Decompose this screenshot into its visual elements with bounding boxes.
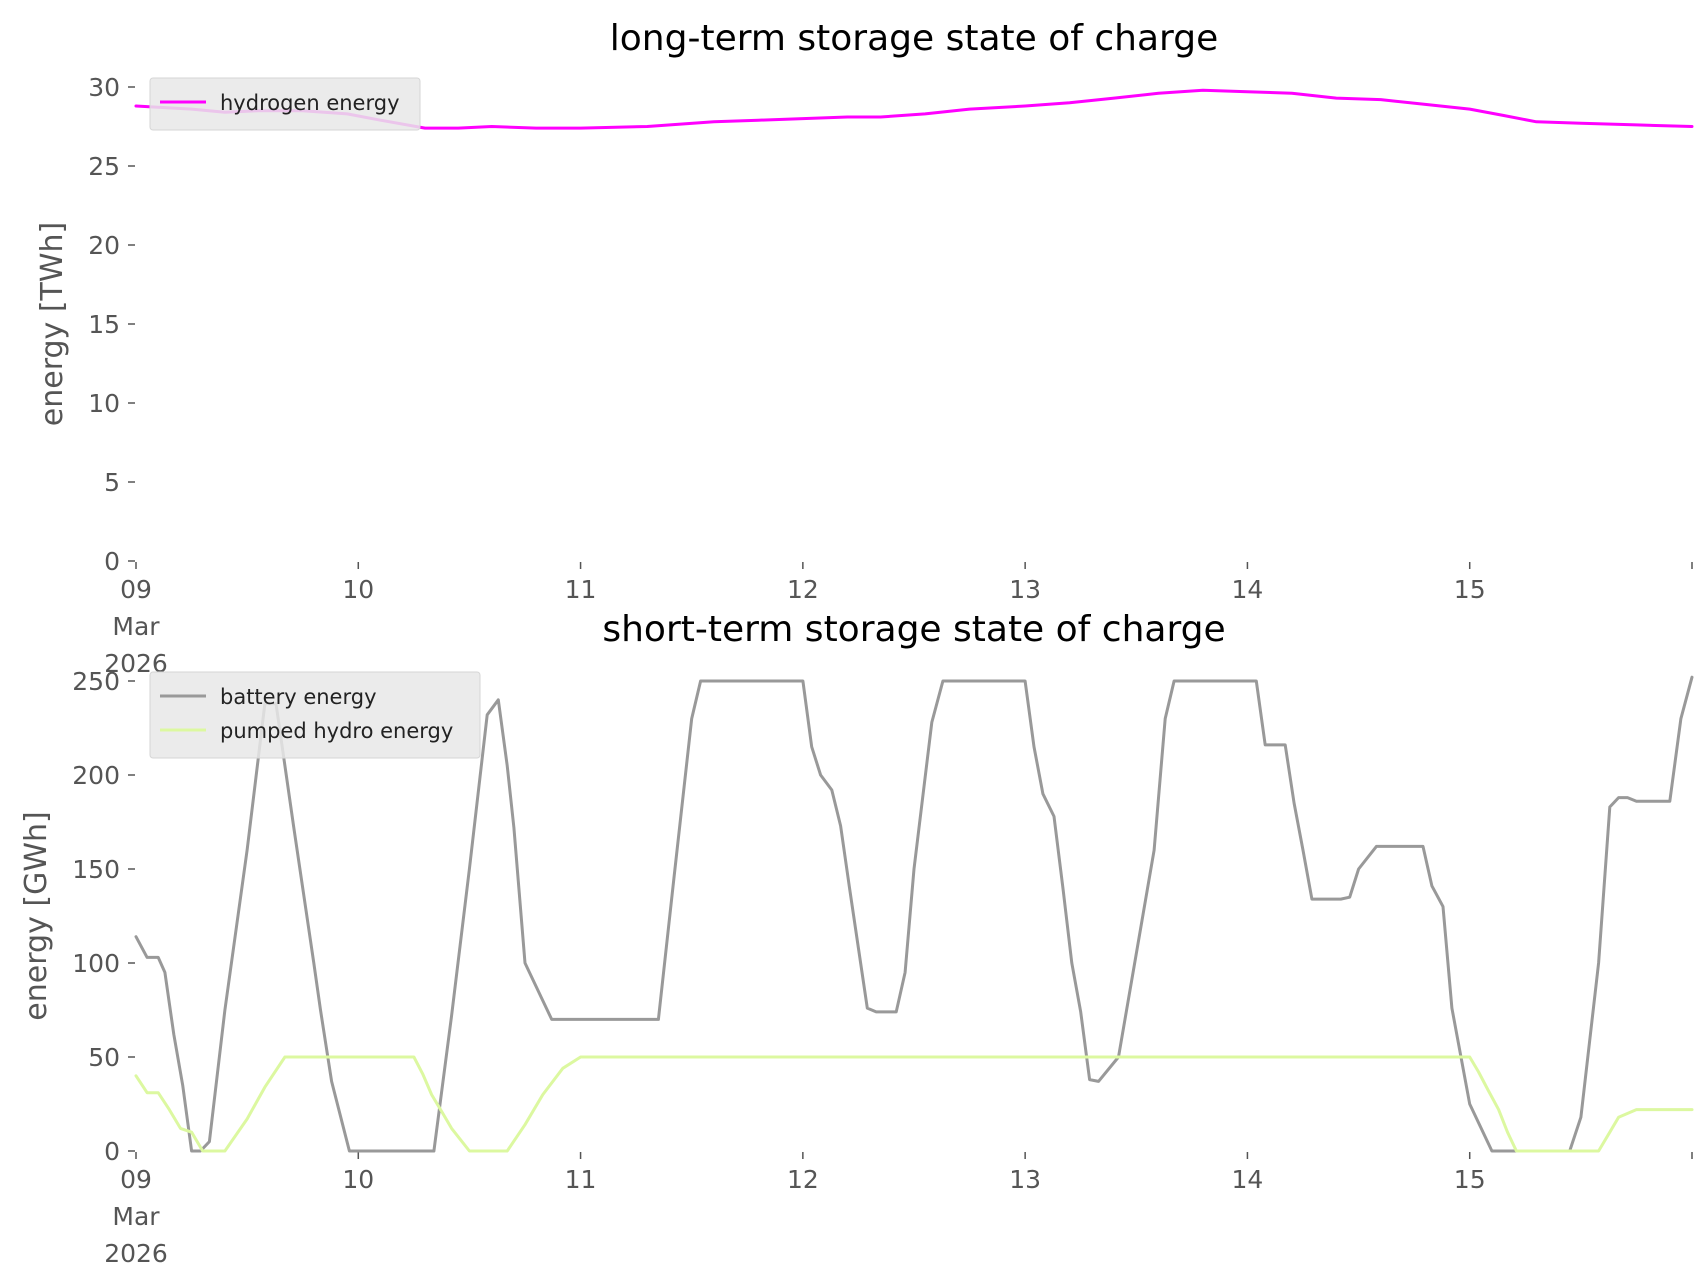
y-tick-label: 50 <box>88 1043 120 1072</box>
legend <box>149 671 481 759</box>
y-tick-label: 0 <box>104 547 120 576</box>
x-tick-label: 15 <box>1454 1165 1486 1194</box>
x-tick-label: 13 <box>1009 575 1041 604</box>
x-tick-label: 11 <box>565 575 597 604</box>
x-tick-label: 09 Mar 2026 <box>104 575 168 678</box>
x-tick-label: 14 <box>1232 1165 1264 1194</box>
series-line-pumped-hydro <box>134 1055 1694 1153</box>
x-tick-label: 10 <box>342 1165 374 1194</box>
chart-title: short-term storage state of charge <box>602 609 1225 650</box>
y-tick-label: 10 <box>88 389 120 418</box>
y-tick-label: 150 <box>72 855 120 884</box>
x-tick-label: 12 <box>787 1165 819 1194</box>
chart-title: long-term storage state of charge <box>610 18 1218 59</box>
x-tick-label: 09 Mar 2026 <box>104 1165 168 1268</box>
x-tick-label: 12 <box>787 575 819 604</box>
legend <box>149 77 421 131</box>
chart-panel-0: long-term storage state of charge energy … <box>35 18 1694 678</box>
x-tick-label: 15 <box>1454 575 1486 604</box>
y-tick-label: 100 <box>72 949 120 978</box>
x-tick-label: 14 <box>1232 575 1264 604</box>
y-tick-label: 250 <box>72 667 120 696</box>
y-axis-label: energy [TWh] <box>35 222 70 426</box>
chart-panel-1: short-term storage state of charge energy… <box>19 609 1694 1268</box>
x-tick-label: 10 <box>342 575 374 604</box>
series-line-battery <box>134 675 1694 1153</box>
legend-label: hydrogen energy <box>220 91 400 115</box>
x-tick-label: 11 <box>565 1165 597 1194</box>
y-tick-label: 15 <box>88 310 120 339</box>
y-tick-label: 5 <box>104 468 120 497</box>
y-tick-label: 200 <box>72 761 120 790</box>
y-tick-label: 0 <box>104 1137 120 1166</box>
y-tick-label: 20 <box>88 231 120 260</box>
legend-label: battery energy <box>220 685 377 709</box>
y-tick-label: 25 <box>88 152 120 181</box>
legend-label: pumped hydro energy <box>220 719 453 743</box>
y-tick-label: 30 <box>88 73 120 102</box>
y-axis-label: energy [GWh] <box>19 811 54 1020</box>
x-tick-label: 13 <box>1009 1165 1041 1194</box>
